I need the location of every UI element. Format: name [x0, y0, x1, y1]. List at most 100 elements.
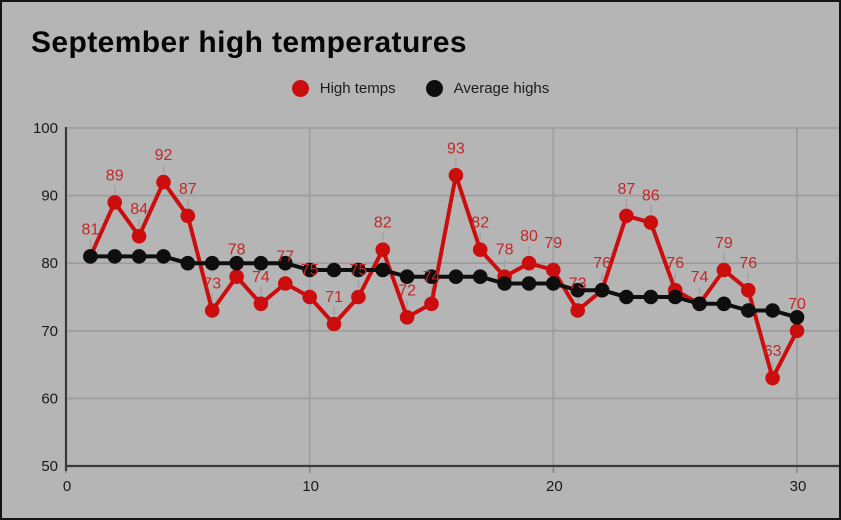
legend-item-average-highs: Average highs — [425, 80, 550, 97]
high-temps-point — [619, 208, 634, 224]
high-temp-value-label: 73 — [203, 276, 221, 293]
high-temps-point — [156, 174, 171, 190]
high-temp-value-label: 82 — [374, 215, 392, 232]
average-highs-point — [424, 269, 439, 285]
high-temp-value-label: 71 — [325, 289, 343, 306]
high-temps-point — [765, 370, 780, 386]
average-highs-point — [399, 269, 415, 285]
average-highs-point — [594, 282, 610, 298]
average-highs-point — [497, 276, 512, 291]
high-temp-value-label: 92 — [155, 147, 173, 164]
high-temps-point — [716, 262, 732, 278]
average-highs-point — [643, 289, 659, 305]
average-highs-point — [229, 255, 244, 271]
high-temps-point — [399, 310, 415, 325]
high-temps-point — [131, 228, 147, 244]
high-temp-value-label: 76 — [666, 255, 684, 272]
high-temps-point — [789, 323, 805, 339]
average-highs-point — [448, 269, 464, 285]
high-temp-value-label: 75 — [301, 262, 319, 279]
average-highs-point — [83, 249, 98, 264]
high-temp-value-label: 82 — [471, 215, 489, 232]
high-temp-value-label: 87 — [618, 181, 636, 198]
high-temps-point — [375, 242, 391, 257]
high-temp-value-label: 74 — [252, 269, 270, 286]
high-temps-point — [253, 296, 269, 312]
average-highs-point — [253, 255, 269, 271]
high-temp-value-label: 75 — [350, 262, 368, 279]
high-temps-point — [302, 289, 318, 305]
average-highs-point — [107, 249, 122, 264]
high-temps-point — [180, 208, 196, 224]
high-temps-point — [448, 168, 464, 183]
average-highs-point — [278, 255, 293, 271]
high-temp-value-label: 73 — [569, 276, 587, 293]
average-highs-point — [204, 255, 220, 271]
x-tick-label: 20 — [546, 478, 563, 495]
high-temp-value-label: 86 — [642, 188, 660, 205]
average-highs-point — [716, 296, 732, 312]
high-temps-point — [741, 282, 756, 298]
high-temp-value-label: 77 — [276, 249, 294, 266]
high-temp-value-label: 80 — [520, 228, 538, 245]
high-temps-swatch-icon — [291, 80, 309, 97]
high-temp-value-label: 84 — [130, 201, 148, 218]
y-tick-label: 70 — [41, 323, 58, 340]
high-temps-point — [229, 269, 244, 285]
average-highs-point — [302, 262, 318, 278]
average-highs-point — [472, 269, 488, 285]
y-tick-label: 60 — [41, 390, 58, 407]
average-highs-point — [789, 310, 805, 325]
high-temp-value-label: 81 — [82, 221, 100, 238]
high-temp-value-label: 76 — [739, 255, 757, 272]
x-tick-label: 10 — [302, 478, 319, 495]
average-highs-point — [180, 255, 196, 271]
high-temp-value-label: 74 — [691, 269, 709, 286]
high-temp-value-label: 87 — [179, 181, 197, 198]
average-highs-point — [741, 303, 756, 318]
average-highs-point — [375, 262, 391, 278]
high-temps-point — [204, 303, 220, 318]
high-temps-point — [546, 262, 561, 278]
high-temp-value-label: 78 — [496, 242, 514, 259]
high-temps-point — [278, 276, 293, 291]
high-temp-value-label: 63 — [764, 343, 782, 360]
high-temp-value-label: 70 — [788, 296, 806, 313]
high-temp-value-label: 79 — [715, 235, 733, 252]
high-temps-point — [424, 296, 439, 312]
average-highs-point — [765, 303, 780, 318]
high-temps-point — [570, 303, 585, 318]
high-temp-value-label: 74 — [423, 269, 441, 286]
y-tick-label: 80 — [41, 255, 58, 272]
x-tick-label: 0 — [63, 478, 71, 495]
average-highs-point — [667, 289, 683, 305]
average-highs-point — [326, 262, 342, 278]
average-highs-point — [131, 249, 147, 264]
average-highs-point — [692, 296, 707, 312]
y-tick-label: 90 — [41, 188, 58, 205]
average-highs-point — [351, 262, 366, 278]
high-temps-point — [472, 242, 488, 257]
high-temps-point — [107, 195, 122, 210]
average-highs-point — [546, 276, 561, 291]
high-temps-point — [351, 289, 366, 305]
x-tick-label: 30 — [790, 478, 807, 495]
average-highs-line — [88, 254, 799, 320]
high-temp-value-label: 93 — [447, 140, 465, 157]
high-temp-value-label: 79 — [544, 235, 562, 252]
legend: High temps Average highs — [2, 80, 839, 97]
legend-label-high-temps: High temps — [319, 80, 396, 97]
chart-title: September high temperatures — [31, 26, 467, 59]
legend-label-average-highs: Average highs — [453, 80, 550, 97]
average-highs-point — [619, 289, 634, 305]
high-temps-point — [643, 215, 659, 230]
high-temps-point — [326, 316, 342, 332]
legend-item-high-temps: High temps — [291, 80, 396, 97]
high-temp-value-label: 89 — [106, 167, 124, 184]
average-highs-point — [156, 249, 171, 264]
average-highs-point — [570, 282, 585, 298]
high-temp-value-label: 72 — [398, 282, 416, 299]
high-temp-value-label: 78 — [228, 242, 246, 259]
